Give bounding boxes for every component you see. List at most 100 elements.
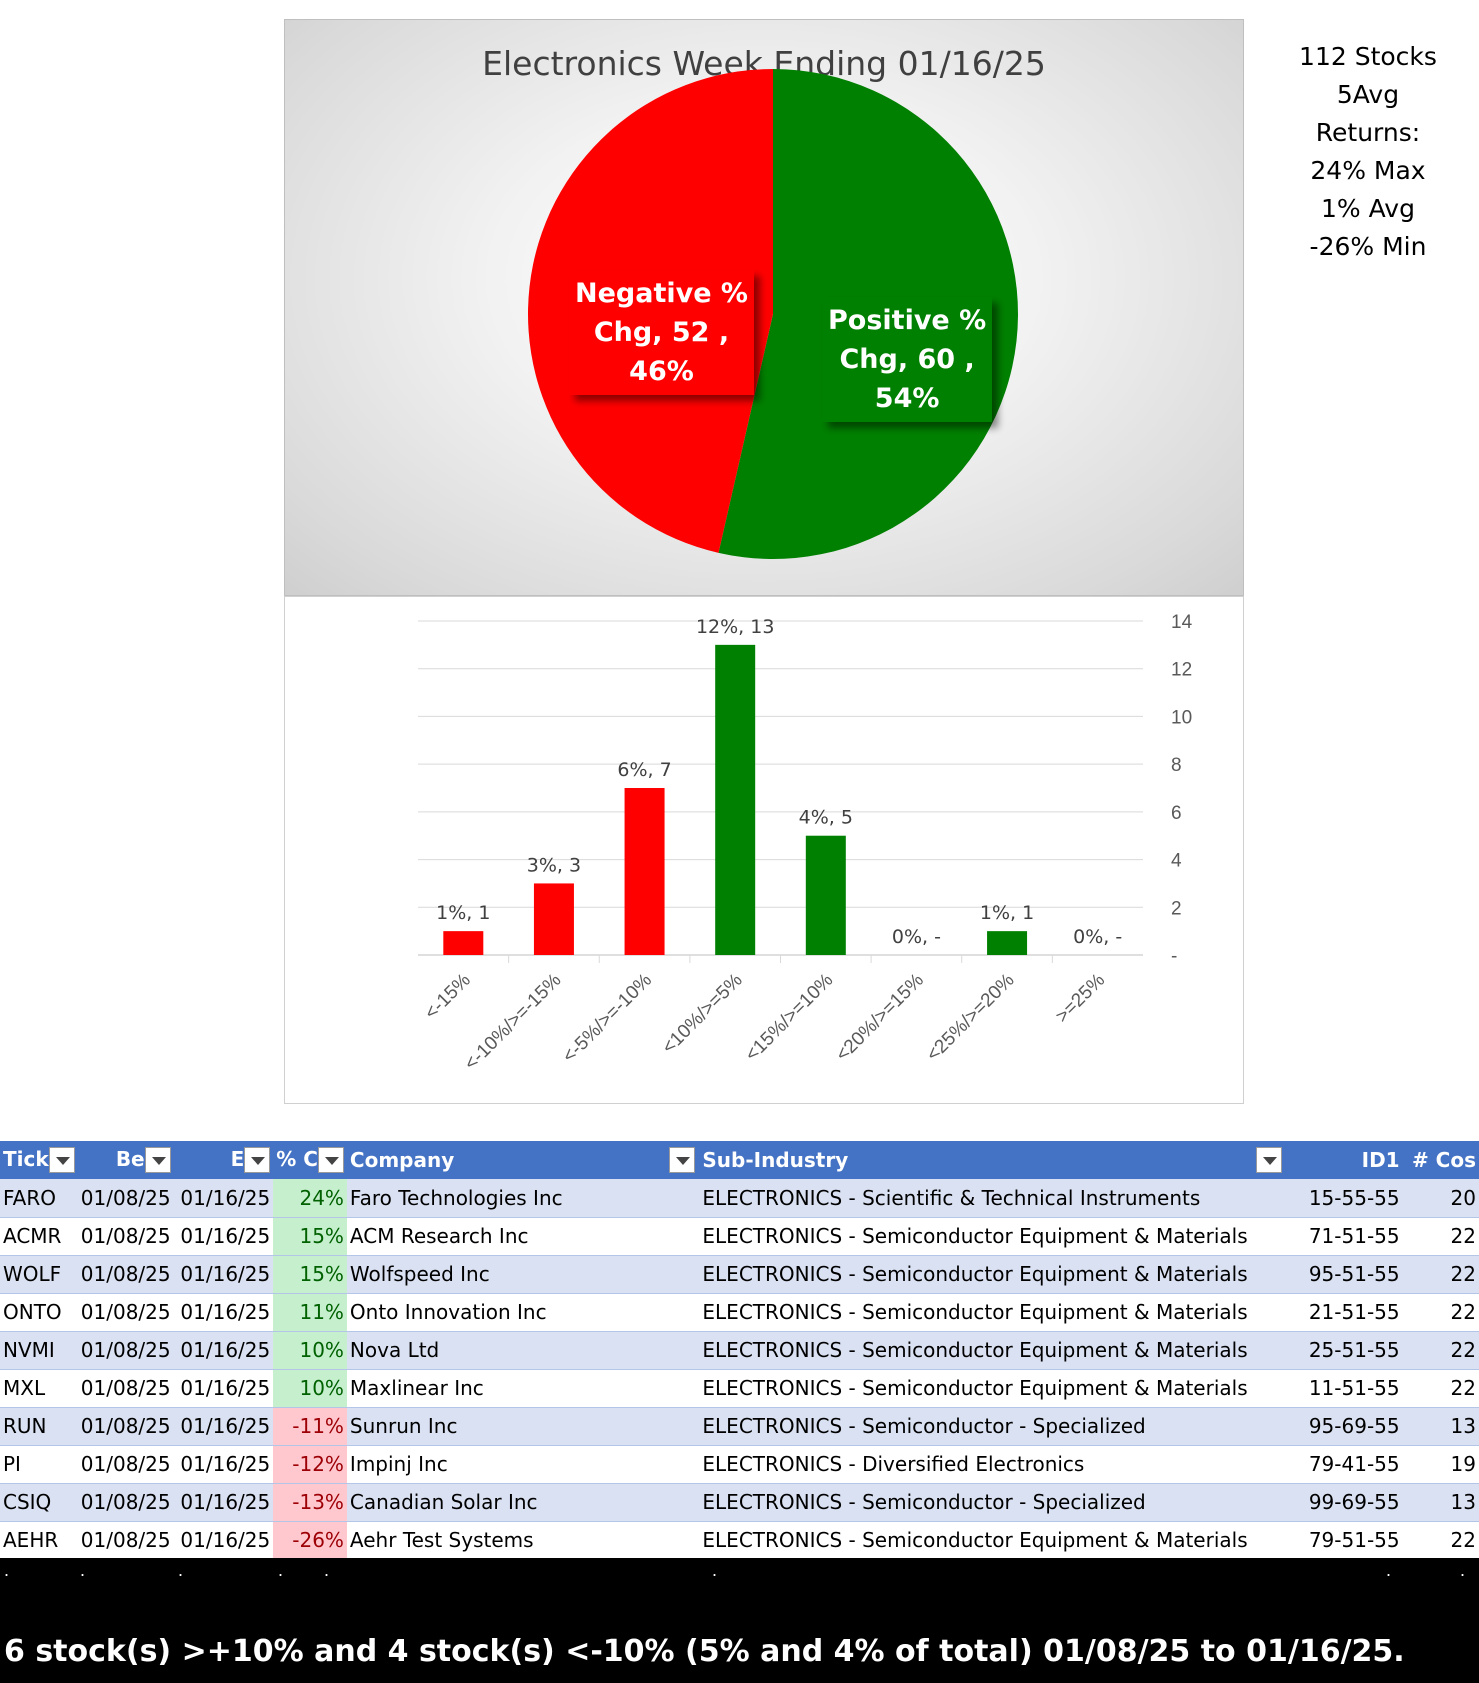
filter-dropdown-icon[interactable]: [317, 1147, 344, 1174]
cell-cos[interactable]: 20: [1402, 1179, 1479, 1218]
cell-end-date[interactable]: 01/16/25: [173, 1217, 274, 1256]
cell-cos[interactable]: 22: [1402, 1331, 1479, 1370]
cell-begin-date[interactable]: 01/08/25: [77, 1255, 174, 1294]
cell-cos[interactable]: 13: [1402, 1407, 1479, 1446]
cell-ticker[interactable]: ACMR: [0, 1217, 78, 1256]
cell-pct-change[interactable]: -12%: [273, 1445, 347, 1484]
cell-end-date[interactable]: 01/16/25: [173, 1369, 274, 1408]
table-row[interactable]: MXL 01/08/25 01/16/25 10% Maxlinear Inc ELECT…: [0, 1369, 1479, 1408]
cell-end-date[interactable]: 01/16/25: [173, 1521, 274, 1560]
header-begin[interactable]: Be: [78, 1141, 174, 1179]
cell-id1[interactable]: 95-51-55: [1305, 1255, 1403, 1294]
cell-cos[interactable]: 22: [1402, 1217, 1479, 1256]
filter-dropdown-icon[interactable]: [144, 1147, 171, 1174]
cell-end-date[interactable]: 01/16/25: [173, 1483, 274, 1522]
cell-subindustry[interactable]: ELECTRONICS - Semiconductor Equipment & …: [699, 1293, 1306, 1332]
cell-pct-change[interactable]: 11%: [273, 1293, 347, 1332]
cell-id1[interactable]: 95-69-55: [1305, 1407, 1403, 1446]
cell-ticker[interactable]: NVMI: [0, 1331, 78, 1370]
filter-dropdown-icon[interactable]: [669, 1147, 696, 1173]
cell-ticker[interactable]: FARO: [0, 1179, 78, 1218]
cell-company[interactable]: Faro Technologies Inc: [346, 1179, 700, 1218]
cell-company[interactable]: ACM Research Inc: [346, 1217, 700, 1256]
cell-end-date[interactable]: 01/16/25: [173, 1445, 274, 1484]
header-cos[interactable]: # Cos: [1403, 1141, 1479, 1179]
cell-subindustry[interactable]: ELECTRONICS - Semiconductor Equipment & …: [699, 1217, 1306, 1256]
cell-subindustry[interactable]: ELECTRONICS - Scientific & Technical Ins…: [699, 1179, 1306, 1218]
cell-pct-change[interactable]: -26%: [273, 1521, 347, 1560]
cell-company[interactable]: Aehr Test Systems: [346, 1521, 700, 1560]
cell-end-date[interactable]: 01/16/25: [173, 1331, 274, 1370]
cell-pct-change[interactable]: 24%: [273, 1179, 347, 1218]
cell-ticker[interactable]: RUN: [0, 1407, 78, 1446]
cell-cos[interactable]: 22: [1402, 1293, 1479, 1332]
cell-id1[interactable]: 15-55-55: [1305, 1179, 1403, 1218]
cell-end-date[interactable]: 01/16/25: [173, 1407, 274, 1446]
cell-cos[interactable]: 19: [1402, 1445, 1479, 1484]
cell-pct-change[interactable]: -13%: [273, 1483, 347, 1522]
cell-begin-date[interactable]: 01/08/25: [77, 1521, 174, 1560]
cell-id1[interactable]: 99-69-55: [1305, 1483, 1403, 1522]
cell-begin-date[interactable]: 01/08/25: [77, 1293, 174, 1332]
cell-ticker[interactable]: ONTO: [0, 1293, 78, 1332]
cell-company[interactable]: Sunrun Inc: [346, 1407, 700, 1446]
cell-subindustry[interactable]: ELECTRONICS - Semiconductor Equipment & …: [699, 1255, 1306, 1294]
cell-company[interactable]: Onto Innovation Inc: [346, 1293, 700, 1332]
cell-ticker[interactable]: AEHR: [0, 1521, 78, 1560]
cell-cos[interactable]: 22: [1402, 1255, 1479, 1294]
cell-subindustry[interactable]: ELECTRONICS - Semiconductor - Specialize…: [699, 1483, 1306, 1522]
cell-company[interactable]: Nova Ltd: [346, 1331, 700, 1370]
cell-begin-date[interactable]: 01/08/25: [77, 1179, 174, 1218]
cell-id1[interactable]: 25-51-55: [1305, 1331, 1403, 1370]
header-id1[interactable]: ID1: [1306, 1141, 1403, 1179]
table-row[interactable]: WOLF 01/08/25 01/16/25 15% Wolfspeed Inc ELEC…: [0, 1255, 1479, 1294]
cell-begin-date[interactable]: 01/08/25: [77, 1445, 174, 1484]
cell-subindustry[interactable]: ELECTRONICS - Semiconductor Equipment & …: [699, 1369, 1306, 1408]
table-row[interactable]: FARO 01/08/25 01/16/25 24% Faro Technologies…: [0, 1179, 1479, 1218]
cell-id1[interactable]: 21-51-55: [1305, 1293, 1403, 1332]
cell-id1[interactable]: 11-51-55: [1305, 1369, 1403, 1408]
cell-cos[interactable]: 22: [1402, 1369, 1479, 1408]
cell-ticker[interactable]: WOLF: [0, 1255, 78, 1294]
filter-dropdown-icon[interactable]: [244, 1147, 271, 1174]
header-ticker[interactable]: Tick: [0, 1141, 78, 1179]
table-row[interactable]: ACMR 01/08/25 01/16/25 15% ACM Research Inc E…: [0, 1217, 1479, 1256]
table-row[interactable]: ONTO 01/08/25 01/16/25 11% Onto Innovation I…: [0, 1293, 1479, 1332]
cell-ticker[interactable]: CSIQ: [0, 1483, 78, 1522]
cell-id1[interactable]: 79-51-55: [1305, 1521, 1403, 1560]
filter-dropdown-icon[interactable]: [1255, 1147, 1282, 1173]
cell-pct-change[interactable]: 15%: [273, 1255, 347, 1294]
table-row[interactable]: PI 01/08/25 01/16/25 -12% Impinj Inc ELECTRON…: [0, 1445, 1479, 1484]
table-row[interactable]: CSIQ 01/08/25 01/16/25 -13% Canadian Solar I…: [0, 1483, 1479, 1522]
cell-end-date[interactable]: 01/16/25: [173, 1293, 274, 1332]
cell-pct-change[interactable]: 15%: [273, 1217, 347, 1256]
table-row[interactable]: AEHR 01/08/25 01/16/25 -26% Aehr Test System…: [0, 1521, 1479, 1560]
cell-company[interactable]: Wolfspeed Inc: [346, 1255, 700, 1294]
cell-end-date[interactable]: 01/16/25: [173, 1255, 274, 1294]
cell-ticker[interactable]: PI: [0, 1445, 78, 1484]
cell-subindustry[interactable]: ELECTRONICS - Semiconductor Equipment & …: [699, 1521, 1306, 1560]
cell-subindustry[interactable]: ELECTRONICS - Semiconductor Equipment & …: [699, 1331, 1306, 1370]
cell-company[interactable]: Maxlinear Inc: [346, 1369, 700, 1408]
table-row[interactable]: RUN 01/08/25 01/16/25 -11% Sunrun Inc ELECTRO…: [0, 1407, 1479, 1446]
cell-cos[interactable]: 13: [1402, 1483, 1479, 1522]
cell-pct-change[interactable]: 10%: [273, 1369, 347, 1408]
cell-id1[interactable]: 79-41-55: [1305, 1445, 1403, 1484]
cell-company[interactable]: Impinj Inc: [346, 1445, 700, 1484]
cell-pct-change[interactable]: 10%: [273, 1331, 347, 1370]
header-end[interactable]: E: [174, 1141, 274, 1179]
cell-id1[interactable]: 71-51-55: [1305, 1217, 1403, 1256]
cell-end-date[interactable]: 01/16/25: [173, 1179, 274, 1218]
cell-ticker[interactable]: MXL: [0, 1369, 78, 1408]
header-subindustry[interactable]: Sub-Industry: [699, 1141, 1305, 1179]
filter-dropdown-icon[interactable]: [48, 1147, 75, 1174]
cell-subindustry[interactable]: ELECTRONICS - Diversified Electronics: [699, 1445, 1306, 1484]
cell-begin-date[interactable]: 01/08/25: [77, 1217, 174, 1256]
cell-subindustry[interactable]: ELECTRONICS - Semiconductor - Specialize…: [699, 1407, 1306, 1446]
cell-company[interactable]: Canadian Solar Inc: [346, 1483, 700, 1522]
cell-begin-date[interactable]: 01/08/25: [77, 1331, 174, 1370]
header-pct[interactable]: % C: [273, 1141, 347, 1179]
cell-begin-date[interactable]: 01/08/25: [77, 1407, 174, 1446]
cell-begin-date[interactable]: 01/08/25: [77, 1369, 174, 1408]
cell-cos[interactable]: 22: [1402, 1521, 1479, 1560]
